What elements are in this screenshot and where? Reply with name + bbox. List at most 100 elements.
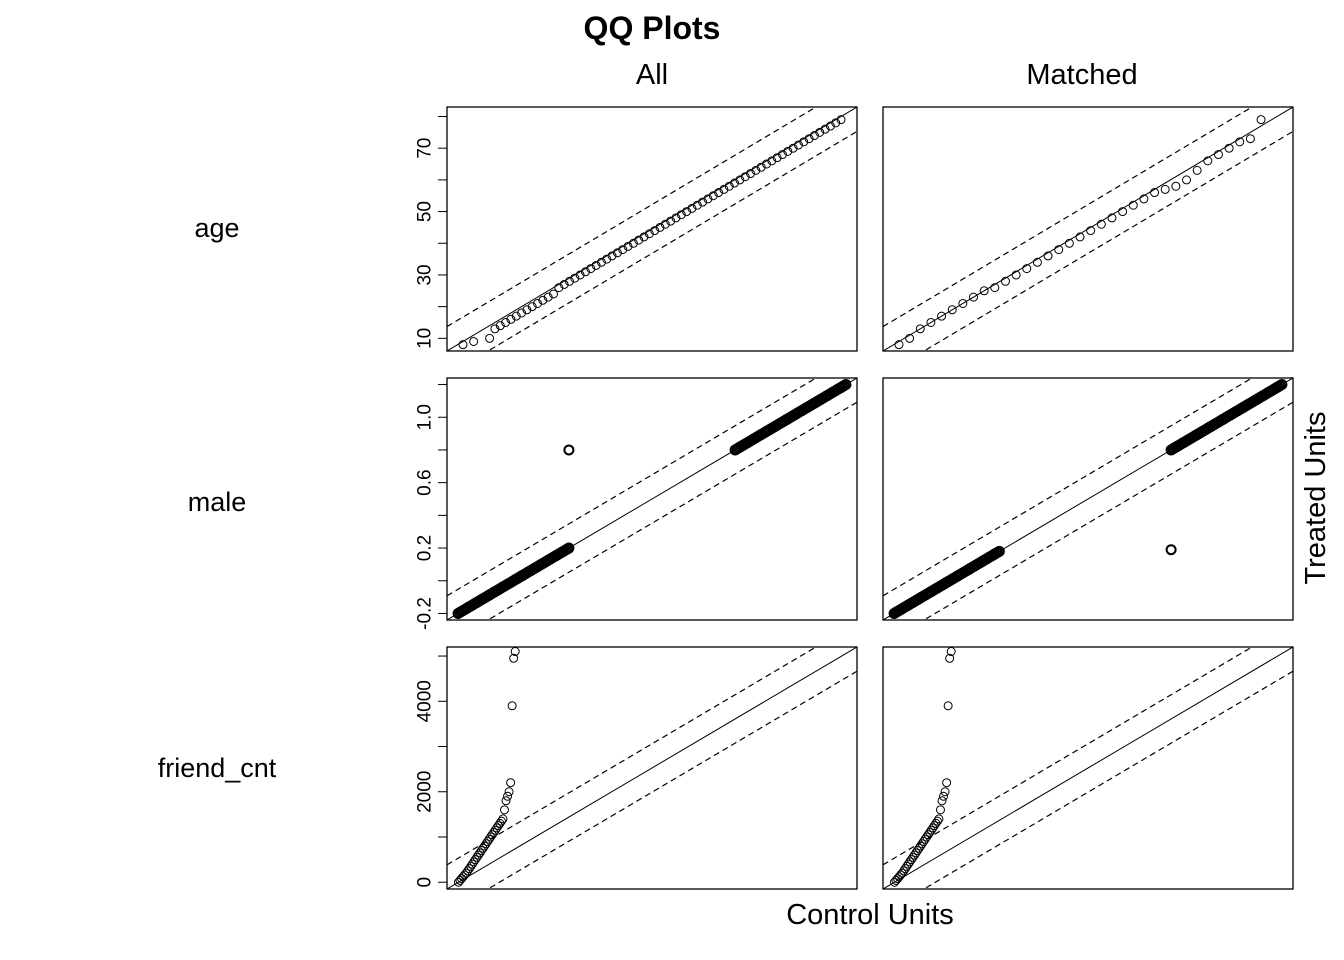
- qq-point: [484, 834, 494, 844]
- qq-point: [1075, 232, 1085, 242]
- qq-point: [772, 153, 782, 163]
- qq-point: [730, 178, 740, 188]
- qq-point: [538, 295, 548, 305]
- qq-point: [903, 859, 913, 869]
- panel-age-all: [446, 106, 858, 352]
- y-tick-label-age-3: 70: [415, 138, 436, 159]
- lower-band-line: [922, 401, 1293, 620]
- qq-point: [575, 270, 585, 280]
- qq-point: [897, 868, 907, 878]
- qq-point: [925, 827, 935, 837]
- qq-point: [909, 850, 919, 860]
- qq-point: [554, 283, 564, 293]
- qq-point: [942, 778, 952, 788]
- qq-point: [1171, 181, 1181, 191]
- qq-point: [655, 222, 665, 232]
- qq-point: [533, 298, 543, 308]
- y-tick-label-male-2: 0.6: [415, 469, 436, 495]
- qq-point: [1203, 156, 1213, 166]
- qq-point: [687, 203, 697, 213]
- qq-point: [914, 843, 924, 853]
- qq-point: [1139, 194, 1149, 204]
- qq-point: [1032, 257, 1042, 267]
- qq-point: [945, 653, 955, 663]
- column-title-all: All: [636, 59, 668, 91]
- qq-point: [993, 545, 1005, 557]
- qq-point: [506, 778, 516, 788]
- y-tick-label-friend_cnt-1: 2000: [415, 771, 436, 813]
- qq-point: [926, 317, 936, 327]
- reference-lines: [883, 378, 1293, 620]
- qq-point: [499, 805, 509, 815]
- qq-point: [1096, 219, 1106, 229]
- qq-point: [483, 837, 493, 847]
- qq-point: [628, 238, 638, 248]
- qq-point: [915, 324, 925, 334]
- qq-point: [804, 134, 814, 144]
- qq-point: [767, 156, 777, 166]
- panel-frame: [882, 377, 1294, 621]
- x-axis-label: Control Units: [786, 899, 954, 931]
- qq-point: [623, 241, 633, 251]
- panel-friend_cnt-all: [446, 646, 858, 890]
- qq-point: [969, 292, 979, 302]
- y-axis-label: Treated Units: [1300, 412, 1332, 585]
- qq-point: [979, 286, 989, 296]
- panel-frame: [882, 646, 1294, 890]
- qq-points: [889, 647, 956, 887]
- qq-point: [920, 834, 930, 844]
- qq-point: [1256, 115, 1266, 125]
- qq-point: [639, 232, 649, 242]
- lower-band-line: [922, 130, 1293, 351]
- qq-point: [905, 857, 915, 867]
- qq-point: [469, 857, 479, 867]
- qq-point: [498, 814, 508, 824]
- qq-point: [947, 305, 957, 315]
- qq-point: [990, 283, 1000, 293]
- qq-point: [464, 864, 474, 874]
- panel-frame: [882, 106, 1294, 352]
- qq-point: [1118, 207, 1128, 217]
- qq-point: [527, 302, 537, 312]
- qq-point: [1192, 165, 1202, 175]
- qq-point: [580, 267, 590, 277]
- qq-point: [1165, 544, 1177, 556]
- qq-point: [1224, 143, 1234, 153]
- qq-point: [777, 150, 787, 160]
- reference-lines: [883, 107, 1293, 351]
- qq-point: [761, 159, 771, 169]
- qq-point: [958, 298, 968, 308]
- qq-point: [719, 184, 729, 194]
- qq-points: [453, 647, 520, 887]
- qq-point: [703, 194, 713, 204]
- qq-point: [489, 827, 499, 837]
- reference-lines: [447, 107, 857, 351]
- qq-point: [746, 169, 756, 179]
- qq-points: [888, 379, 1288, 619]
- qq-point: [1000, 276, 1010, 286]
- qq-point: [501, 796, 511, 806]
- qq-point: [612, 248, 622, 258]
- identity-line: [447, 107, 857, 351]
- lower-band-line: [486, 401, 857, 620]
- upper-band-line: [883, 647, 1254, 866]
- qq-point: [570, 273, 580, 283]
- qq-point: [935, 805, 945, 815]
- panel-frame: [446, 106, 858, 352]
- qq-point: [676, 210, 686, 220]
- qq-point: [472, 852, 482, 862]
- qq-point: [900, 864, 910, 874]
- qq-point: [475, 848, 485, 858]
- qq-point: [487, 830, 497, 840]
- identity-line: [447, 647, 857, 889]
- qq-point: [501, 317, 511, 327]
- qq-point: [467, 859, 477, 869]
- qq-point: [815, 127, 825, 137]
- qq-point: [522, 305, 532, 315]
- qq-point: [563, 444, 575, 456]
- qq-point: [943, 701, 953, 711]
- qq-point: [490, 324, 500, 334]
- reference-lines: [447, 647, 857, 889]
- qq-point: [928, 823, 938, 833]
